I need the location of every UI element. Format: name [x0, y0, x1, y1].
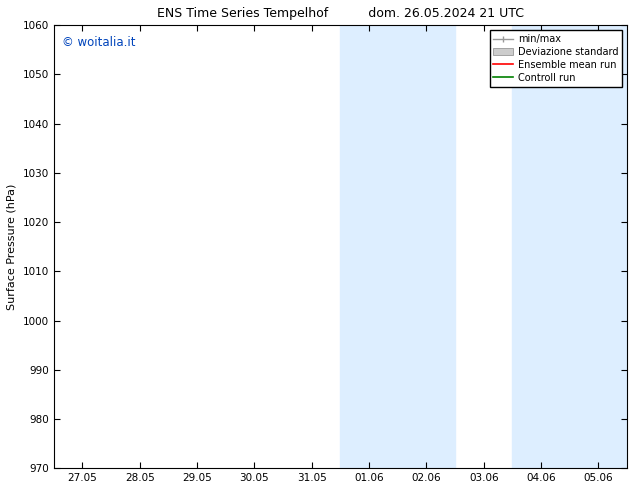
Bar — [512, 25, 570, 468]
Bar — [340, 25, 398, 468]
Text: © woitalia.it: © woitalia.it — [62, 36, 136, 49]
Title: ENS Time Series Tempelhof          dom. 26.05.2024 21 UTC: ENS Time Series Tempelhof dom. 26.05.202… — [157, 7, 524, 20]
Y-axis label: Surface Pressure (hPa): Surface Pressure (hPa) — [7, 184, 17, 310]
Bar — [398, 25, 455, 468]
Legend: min/max, Deviazione standard, Ensemble mean run, Controll run: min/max, Deviazione standard, Ensemble m… — [489, 30, 622, 87]
Bar — [570, 25, 627, 468]
